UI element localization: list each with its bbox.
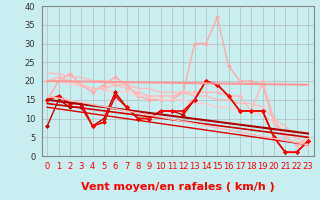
X-axis label: Vent moyen/en rafales ( km/h ): Vent moyen/en rafales ( km/h ) <box>81 182 275 192</box>
